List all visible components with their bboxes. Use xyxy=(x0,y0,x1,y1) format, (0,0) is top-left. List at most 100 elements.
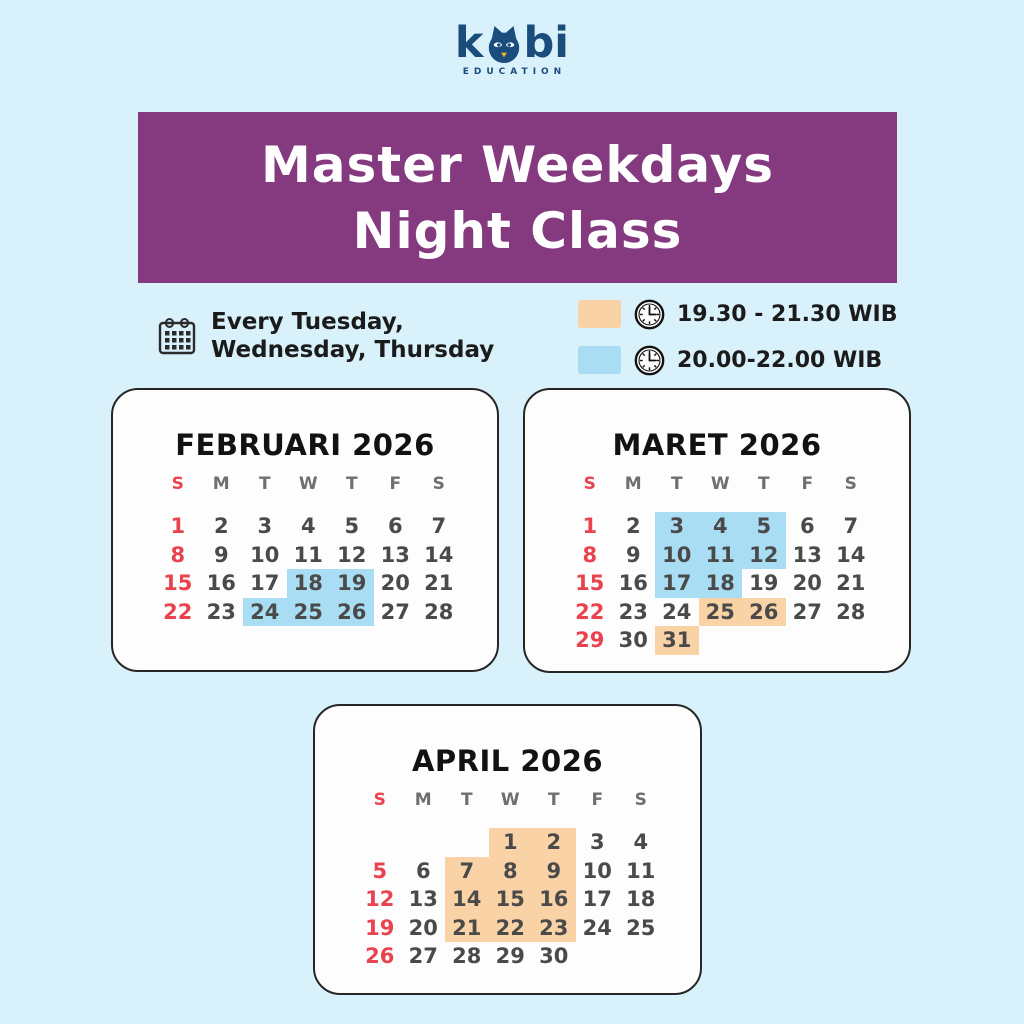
blue-swatch xyxy=(578,346,621,374)
day-cell: 5 xyxy=(742,512,786,541)
title-banner: Master Weekdays Night Class xyxy=(138,112,897,283)
day-cell: 27 xyxy=(408,944,438,968)
day-header: W xyxy=(298,474,318,494)
day-cell: 10 xyxy=(250,542,280,567)
day-header: T xyxy=(345,474,358,494)
day-cell: 30 xyxy=(618,628,648,652)
day-cell: 13 xyxy=(408,887,438,911)
day-cell: 27 xyxy=(380,599,410,624)
day-cell: 20 xyxy=(380,571,410,595)
day-header: M xyxy=(624,474,642,494)
day-cell: 1 xyxy=(170,514,186,538)
owl-face-icon xyxy=(488,26,519,64)
day-cell xyxy=(358,828,402,857)
day-cell: 6 xyxy=(415,858,431,883)
clock-icon xyxy=(634,299,665,329)
day-cell: 13 xyxy=(792,542,822,567)
day-cell: 2 xyxy=(625,514,641,538)
day-header: T xyxy=(460,790,473,810)
day-cell: 2 xyxy=(532,828,576,857)
day-grid: 1 2 3 4 5 6 7 8 9 10 11 12 13 14 15 16 17 18 19 20 21 22 23 24 2… xyxy=(568,512,873,655)
day-cell: 22 xyxy=(163,599,193,624)
day-cell: 17 xyxy=(582,887,612,911)
day-header: W xyxy=(710,474,730,494)
day-cell: 18 xyxy=(626,887,656,911)
day-cell: 4 xyxy=(300,514,316,538)
day-header: T xyxy=(547,790,560,810)
time-legend: 19.30 - 21.30 WIB 20.00-22.00 WIB xyxy=(578,299,898,391)
schedule-note-line-1: Every Tuesday, xyxy=(211,309,404,335)
day-cell: 17 xyxy=(250,571,280,595)
day-cell: 16 xyxy=(618,571,648,595)
day-cell: 2 xyxy=(213,514,229,538)
logo-letters-bi: bi xyxy=(523,18,570,68)
day-cell xyxy=(742,626,786,655)
day-cell: 17 xyxy=(655,569,699,598)
clock-icon xyxy=(634,345,665,375)
day-cell: 9 xyxy=(532,856,576,885)
day-cell: 23 xyxy=(206,599,236,624)
day-cell: 27 xyxy=(792,599,822,624)
day-cell: 11 xyxy=(626,858,656,883)
day-cell: 4 xyxy=(633,830,649,854)
day-header: M xyxy=(414,790,432,810)
day-header: F xyxy=(801,474,814,494)
day-cell xyxy=(699,626,743,655)
day-header: S xyxy=(373,790,386,810)
day-cell: 7 xyxy=(843,514,859,538)
day-cell: 15 xyxy=(575,571,605,595)
day-cell: 5 xyxy=(344,514,360,538)
day-cell: 25 xyxy=(698,597,742,626)
day-cell: 6 xyxy=(799,514,815,538)
day-cell: 14 xyxy=(445,885,489,914)
logo-subtitle: EDUCATION xyxy=(462,67,567,77)
day-cell: 22 xyxy=(575,599,605,624)
day-cell: 5 xyxy=(372,858,388,883)
day-cell: 12 xyxy=(742,540,786,569)
day-cell: 26 xyxy=(365,944,395,968)
day-cell: 28 xyxy=(452,944,482,968)
day-cell: 3 xyxy=(257,514,273,538)
day-cell: 4 xyxy=(698,512,742,541)
day-header: S xyxy=(844,474,857,494)
day-header: T xyxy=(757,474,770,494)
day-cell: 19 xyxy=(365,915,395,940)
day-cell: 1 xyxy=(488,828,532,857)
day-cell: 23 xyxy=(532,913,576,942)
legend-time-blue: 20.00-22.00 WIB xyxy=(677,347,883,373)
day-cell xyxy=(445,828,489,857)
day-grid: 1 2 3 4 5 6 7 8 9 10 11 12 13 14 15 16 17 18 19 20 21 22 23 24 2… xyxy=(156,512,461,626)
day-cell: 16 xyxy=(532,885,576,914)
title-line-2: Night Class xyxy=(352,201,683,260)
day-cell: 30 xyxy=(539,944,569,968)
day-cell: 12 xyxy=(365,887,395,911)
legend-row-orange: 19.30 - 21.30 WIB xyxy=(578,299,898,329)
day-cell xyxy=(576,942,620,971)
day-cell: 3 xyxy=(655,512,699,541)
day-cell: 23 xyxy=(618,599,648,624)
day-header: S xyxy=(634,790,647,810)
day-cell: 15 xyxy=(488,885,532,914)
day-cell: 14 xyxy=(424,542,454,567)
day-header: S xyxy=(171,474,184,494)
day-cell: 15 xyxy=(163,571,193,595)
day-cell: 19 xyxy=(749,571,779,595)
calendar-title: MARET 2026 xyxy=(612,428,822,462)
orange-swatch xyxy=(578,300,621,328)
day-cell: 31 xyxy=(655,626,699,655)
day-cell: 20 xyxy=(408,915,438,940)
logo: k bi EDUCATION xyxy=(0,20,1024,77)
day-cell xyxy=(786,626,830,655)
day-cell: 28 xyxy=(836,599,866,624)
day-cell xyxy=(829,626,873,655)
day-header: S xyxy=(432,474,445,494)
day-cell: 29 xyxy=(495,944,525,968)
day-cell: 10 xyxy=(655,540,699,569)
day-cell: 9 xyxy=(625,542,641,567)
title-line-1: Master Weekdays xyxy=(261,135,774,194)
